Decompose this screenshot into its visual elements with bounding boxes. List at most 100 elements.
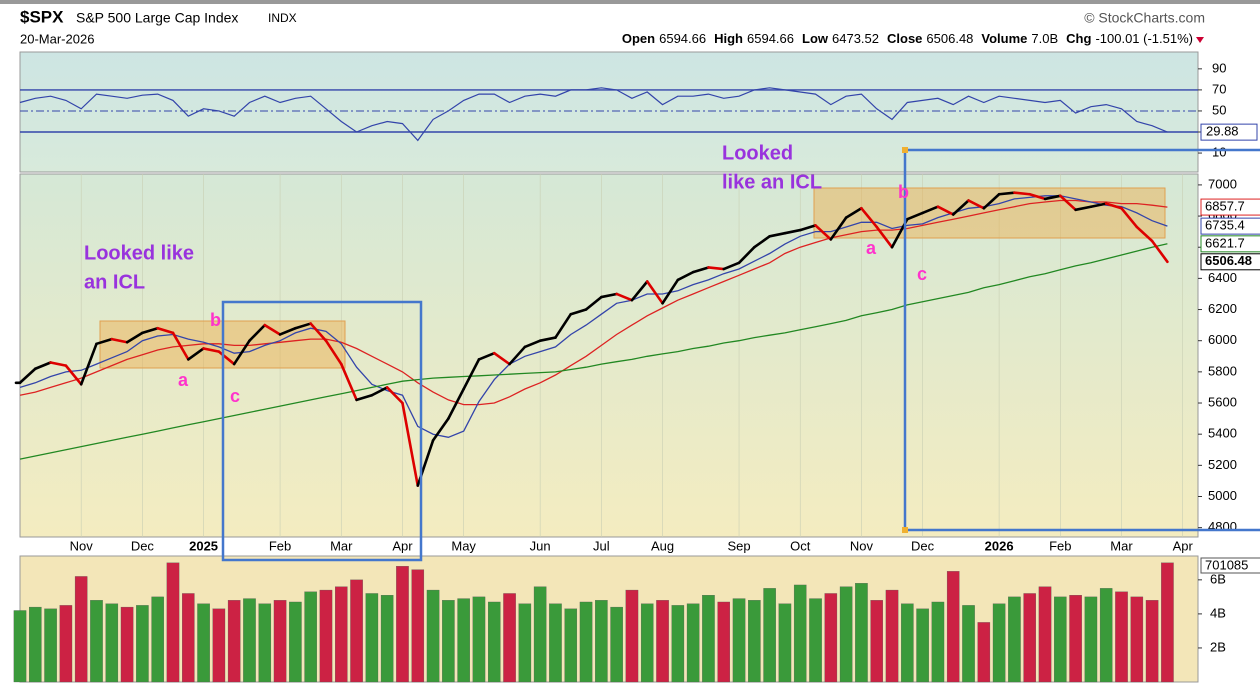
rsi-value-box [1200, 123, 1258, 141]
price-bar [753, 235, 771, 249]
quote-value: 6506.48 [926, 31, 973, 46]
volume-bar [1069, 595, 1082, 683]
volume-bar [839, 586, 853, 683]
last-value-box [1200, 217, 1260, 235]
price-bar [1120, 206, 1139, 229]
price-bar [615, 292, 634, 302]
x-tick-label: Nov [70, 538, 94, 553]
price-tick-label: 5000 [1208, 488, 1237, 503]
rsi-value: 29.88 [1206, 124, 1239, 139]
x-tick-label: Jul [593, 538, 610, 553]
price-bar [798, 224, 817, 232]
price-bar [1089, 202, 1108, 209]
price-bar [492, 351, 511, 366]
price-bar [691, 266, 710, 274]
volume-bar [120, 606, 134, 683]
last-value-box [1200, 235, 1260, 253]
annotation: an ICL [84, 271, 145, 293]
price-bar [1013, 191, 1032, 196]
volume-bar [105, 603, 119, 683]
volume-bar [151, 596, 164, 683]
top-strip [0, 0, 1260, 4]
price-bar [278, 326, 297, 336]
volume-bar [686, 603, 700, 683]
price-bar [141, 326, 159, 335]
volume-bar [182, 593, 195, 683]
volume-bar [946, 571, 960, 683]
wave-label: b [210, 310, 221, 330]
price-tick-label: 6000 [1208, 332, 1237, 347]
rsi-panel [19, 51, 1199, 173]
price-bar [370, 386, 389, 397]
price-bar [49, 361, 68, 367]
rsi-tick-label: 10 [1212, 144, 1226, 159]
price-bar [33, 361, 52, 371]
exchange: INDX [268, 11, 297, 25]
quote-label: Chg [1066, 31, 1091, 46]
line [19, 195, 1168, 438]
volume-bar [809, 598, 822, 683]
price-bar [569, 308, 588, 316]
price-bar [1074, 205, 1093, 212]
price-bar [707, 266, 726, 271]
price-bar [538, 336, 557, 342]
volume-bar [396, 566, 409, 683]
price-bar [125, 331, 144, 344]
price-bar [431, 417, 450, 442]
price-bar [217, 350, 236, 366]
volume-bar [901, 603, 914, 683]
volume-bar [824, 593, 838, 683]
price-bar [447, 387, 465, 420]
volume-bar [380, 595, 394, 683]
volume-bar [793, 584, 807, 683]
price-bar [232, 339, 251, 366]
price-bar [1104, 202, 1123, 210]
x-tick-label: Apr [1173, 538, 1194, 553]
volume-bar [1099, 588, 1113, 683]
price-bar [936, 205, 955, 216]
price-bar [64, 364, 83, 386]
price-bar [967, 199, 986, 210]
corner-dot [902, 527, 908, 533]
rsi-tick-label: 50 [1212, 102, 1226, 117]
x-tick-label: Apr [392, 538, 413, 553]
volume-bar [411, 569, 425, 683]
quote-label: Close [887, 31, 922, 46]
line [19, 87, 1168, 142]
price-bar [768, 231, 787, 238]
volume-bar [992, 603, 1006, 683]
price-tick-label: 6400 [1208, 270, 1237, 285]
wave-label: b [898, 182, 909, 202]
volume-bar [166, 562, 180, 683]
volume-bar [610, 606, 623, 683]
volume-bar [855, 583, 868, 683]
volume-bar [1023, 593, 1036, 683]
x-tick-label: 2025 [189, 538, 218, 553]
quote-value: 6594.66 [747, 31, 794, 46]
price-bar [355, 393, 374, 402]
volume-bar [595, 600, 608, 683]
price-bar [1135, 225, 1154, 243]
x-tick-label: Sep [727, 538, 750, 553]
corner-dot [902, 147, 908, 153]
price-bar [385, 386, 404, 405]
price-bar [339, 362, 358, 402]
rsi-tick-label: 70 [1212, 81, 1226, 96]
volume-bar [29, 606, 42, 683]
price-bar [18, 367, 37, 385]
price-bar [584, 295, 603, 311]
volume-bar [304, 591, 317, 683]
quote-value: -100.01 (-1.51%) [1095, 31, 1193, 46]
source: © StockCharts.com [1084, 10, 1205, 26]
wave-label: a [178, 370, 189, 390]
price-bar [324, 339, 343, 366]
price-bar [737, 245, 756, 265]
volume-bar [533, 586, 547, 683]
volume-bar [518, 603, 532, 683]
volume-bar [273, 600, 287, 683]
volume-bar [763, 588, 776, 683]
quote-line: Open 6594.66 High 6594.66 Low 6473.52 Close 650… [622, 31, 1193, 46]
price-bar [982, 192, 1001, 210]
volume-value-box [1200, 557, 1260, 574]
